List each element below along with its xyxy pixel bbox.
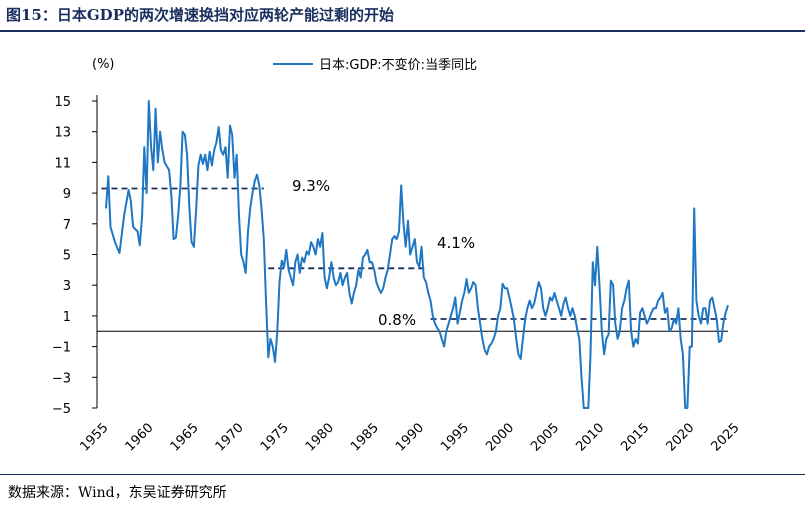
y-tick-label: −5: [52, 402, 71, 417]
x-tick-label: 1980: [303, 421, 337, 455]
y-tick-label: 13: [54, 126, 71, 141]
footer-rule: [0, 474, 805, 475]
x-tick-label: 1970: [213, 421, 247, 455]
x-tick-label: 1985: [348, 421, 382, 455]
y-tick-label: 3: [63, 279, 71, 294]
reference-label: 0.8%: [378, 311, 416, 329]
series-line-japan-gdp-yoy: [105, 100, 729, 409]
x-tick-label: 2000: [483, 421, 517, 455]
y-tick-label: −1: [52, 341, 71, 356]
x-axis: 1955 1960 1965 1970 1975 1980 1985 1990 1995 2000…: [78, 330, 743, 455]
source-note: 数据来源：Wind，东吴证券研究所: [8, 485, 227, 501]
x-tick-label: 1990: [393, 421, 427, 455]
y-tick-label: −3: [52, 371, 71, 386]
y-axis-label: (%): [92, 57, 115, 72]
title-rule: [0, 30, 805, 32]
y-tick-label: 9: [63, 187, 71, 202]
x-tick-label: 2025: [709, 421, 743, 455]
x-tick-label: 1995: [438, 421, 472, 455]
reference-label: 9.3%: [292, 177, 330, 195]
y-tick-label: 11: [54, 156, 71, 171]
x-tick-label: 2015: [618, 421, 652, 455]
reference-label: 4.1%: [437, 234, 475, 252]
y-tick-label: 5: [63, 249, 71, 264]
legend-label: 日本:GDP:不变价:当季同比: [319, 57, 477, 73]
x-tick-label: 2010: [573, 421, 607, 455]
x-tick-label: 1955: [78, 421, 112, 455]
y-tick-label: 1: [63, 310, 71, 325]
x-tick-label: 1965: [168, 421, 202, 455]
line-chart: (%) 日本:GDP:不变价:当季同比 15 13 11 9 7 5 3 1 −1 −3 −5 19…: [52, 57, 743, 455]
legend: 日本:GDP:不变价:当季同比: [273, 57, 477, 73]
y-tick-label: 7: [63, 218, 71, 233]
y-axis: 15 13 11 9 7 5 3 1 −1 −3 −5: [52, 95, 98, 417]
reference-lines: 9.3% 4.1% 0.8%: [101, 177, 728, 329]
x-tick-label: 1960: [123, 421, 157, 455]
x-tick-label: 2005: [528, 421, 562, 455]
y-tick-label: 15: [54, 95, 71, 110]
figure-title: 图15：日本GDP的两次增速换挡对应两轮产能过剩的开始: [6, 6, 394, 24]
x-tick-label: 2020: [663, 421, 697, 455]
x-tick-label: 1975: [258, 421, 292, 455]
